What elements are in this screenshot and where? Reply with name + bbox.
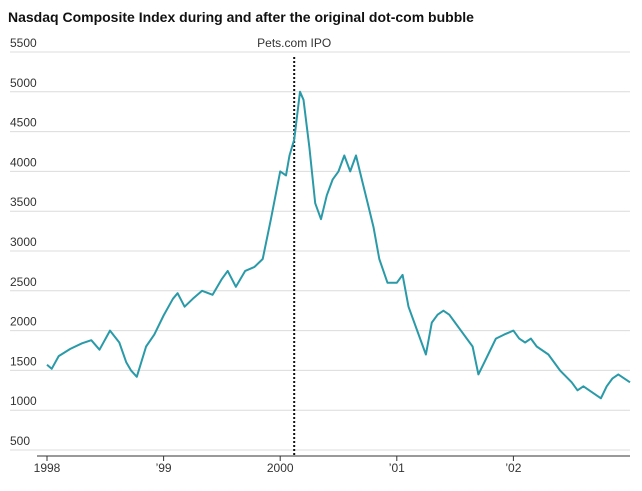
x-tick-label: ’02: [505, 461, 521, 475]
data-line: [46, 90, 631, 400]
y-tick-label: 4500: [10, 116, 37, 130]
x-tick-label: ’99: [156, 461, 172, 475]
x-tick-label: 1998: [34, 461, 61, 475]
y-tick-label: 2000: [10, 315, 37, 329]
chart-title: Nasdaq Composite Index during and after …: [8, 9, 474, 25]
x-tick-label: 2000: [267, 461, 294, 475]
y-tick-label: 5500: [10, 36, 37, 50]
annotation-label: Pets.com IPO: [257, 36, 331, 50]
y-tick-label: 1000: [10, 394, 37, 408]
y-tick-label: 5000: [10, 76, 37, 90]
y-tick-label: 1500: [10, 354, 37, 368]
y-tick-label: 3500: [10, 195, 37, 209]
y-tick-label: 4000: [10, 155, 37, 169]
y-tick-label: 2500: [10, 275, 37, 289]
x-tick-label: ’01: [389, 461, 405, 475]
y-tick-label: 500: [10, 434, 30, 448]
y-tick-label: 3000: [10, 235, 37, 249]
